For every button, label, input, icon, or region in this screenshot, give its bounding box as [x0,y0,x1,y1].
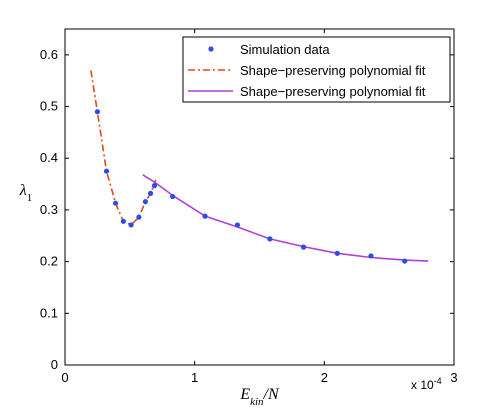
y-axis-label: λ1 [19,182,32,204]
y-tick-label: 0 [51,357,58,372]
x-axis-label: Ekin/N [239,386,280,408]
data-point [151,183,158,189]
data-point [334,250,340,256]
data-point [368,253,374,259]
ticks-layer: 0 1 2 3 0 0.1 0.2 0.3 0.4 0.5 0.6 [40,29,458,385]
x-axis-label-sub: kin [250,396,264,408]
data-point [170,193,176,200]
legend-item: Simulation data [208,42,330,57]
legend-items: Simulation data Shape−preserving polynomi… [188,42,426,99]
data-point [136,214,142,220]
data-point [234,222,241,228]
legend-label: Shape−preserving polynomial fit [240,63,426,78]
data-point [94,109,101,115]
legend: Simulation data Shape−preserving polynomi… [182,36,451,103]
y-tick-label: 0.1 [40,305,58,320]
y-axis-label-sub: 1 [27,192,33,204]
y-axis-label-main: λ [19,182,27,199]
x-axis-label-main: E [239,386,250,403]
data-point [267,236,273,242]
series-layer [90,70,429,264]
data-point [120,218,126,224]
x-axis-multiplier-base: x 10 [411,378,434,392]
legend-item: Shape−preserving polynomial fit [188,84,426,99]
legend-marker [208,46,214,52]
x-tick-label: 3 [450,370,457,385]
data-point [128,222,134,228]
x-tick-label: 1 [191,370,198,385]
data-point [112,200,119,206]
legend-item: Shape−preserving polynomial fit [188,63,426,78]
y-tick-label: 0.5 [40,99,58,114]
data-point [142,199,148,205]
data-point [147,190,154,196]
x-axis-multiplier-exponent: -4 [434,376,442,386]
x-tick-label: 0 [61,370,68,385]
x-axis-label-tail: /N [263,386,280,403]
data-point [103,168,110,174]
y-tick-label: 0.6 [40,47,58,62]
data-point [202,213,208,219]
y-tick-label: 0.3 [40,202,58,217]
legend-label: Shape−preserving polynomial fit [240,84,426,99]
x-axis-multiplier: x 10-4 [411,376,442,392]
data-point [402,258,408,264]
data-point [300,244,307,250]
y-tick-label: 0.2 [40,254,58,269]
x-tick-label: 2 [321,370,328,385]
y-tick-label: 0.4 [40,150,58,165]
series-line-1 [90,70,157,226]
legend-label: Simulation data [240,42,330,57]
